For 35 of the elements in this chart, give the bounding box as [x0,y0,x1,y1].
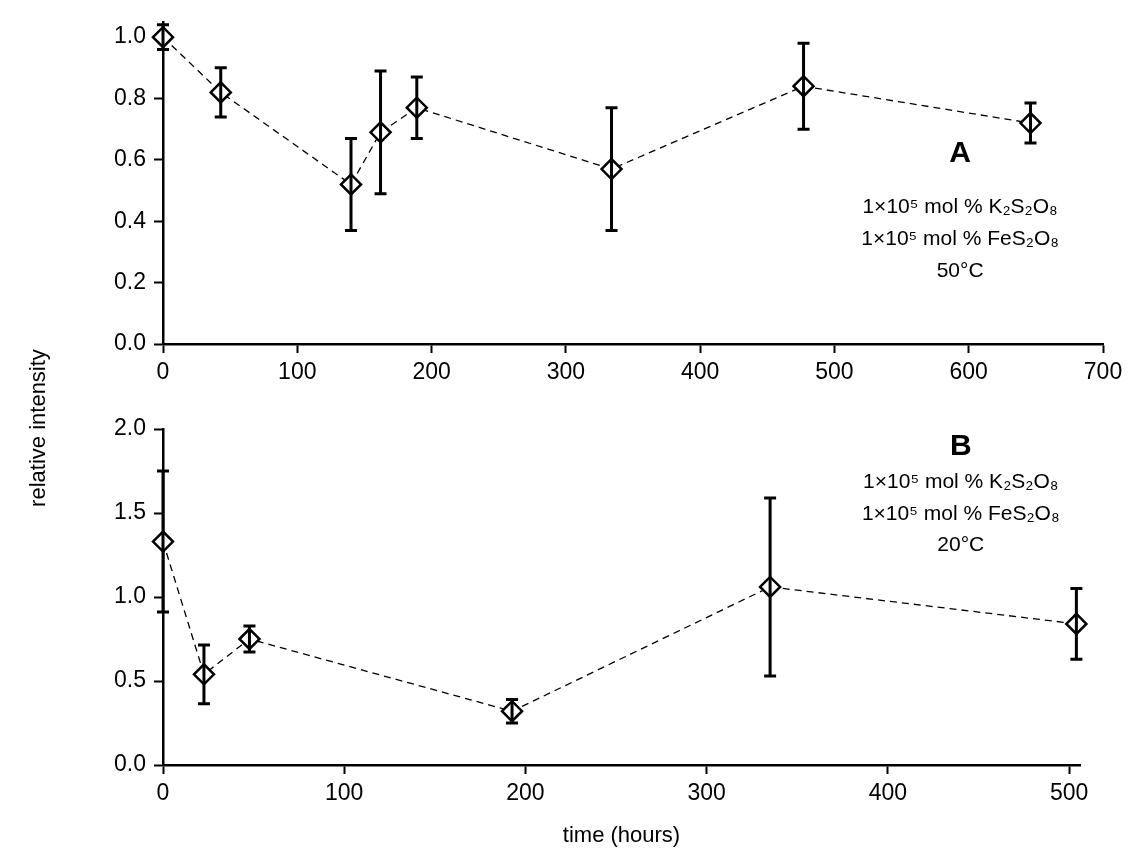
x-axis-title: time (hours) [562,821,681,847]
x-tick-label: 300 [546,358,586,385]
x-tick-label: 0 [156,358,170,385]
y-axis-title: relative intensity [25,349,51,507]
annotation: 1×10⁵ mol % FeS₂O₈ [861,225,1059,249]
y-tick-label: 0.8 [114,83,146,110]
x-tick-label: 100 [325,779,364,806]
y-tick-label: 0.6 [114,145,146,172]
y-tick-label: 0.4 [114,206,147,233]
annotation: 1×10⁵ mol % K₂S₂O₈ [863,468,1059,492]
annotation: 1×10⁵ mol % K₂S₂O₈ [862,193,1058,217]
x-tick-label: 0 [156,779,170,806]
annotation: B [949,428,972,462]
annotation: 50°C [936,257,984,281]
y-tick-label: 0.0 [114,750,146,777]
y-tick-label: 1.0 [114,22,146,49]
annotation: 1×10⁵ mol % FeS₂O₈ [861,500,1060,524]
x-tick-label: 100 [278,358,317,385]
x-tick-label: 300 [687,779,726,806]
x-tick-label: 400 [868,779,908,806]
x-tick-label: 500 [815,358,854,385]
annotation: 20°C [937,531,985,555]
y-tick-label: 0.0 [114,329,146,356]
x-tick-label: 200 [412,358,451,385]
x-tick-label: 500 [1049,779,1089,806]
x-tick-label: 200 [506,779,545,806]
y-tick-label: 0.5 [114,666,146,693]
annotation: A [949,135,971,169]
y-tick-label: 1.0 [114,582,146,609]
x-tick-label: 600 [949,358,988,385]
x-tick-label: 700 [1083,358,1123,385]
y-tick-label: 2.0 [114,414,146,441]
y-tick-label: 0.2 [114,267,146,294]
y-tick-label: 1.5 [114,498,146,525]
x-tick-label: 400 [680,358,720,385]
